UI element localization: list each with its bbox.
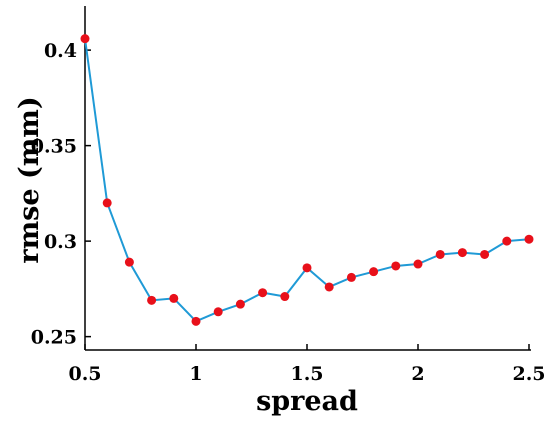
axes: [84, 6, 531, 351]
data-point: [191, 316, 201, 326]
series-line: [84, 38, 530, 323]
data-point: [369, 267, 379, 277]
x-tick-label: 0.5: [68, 363, 101, 385]
data-point: [502, 236, 512, 246]
data-point: [480, 249, 490, 259]
data-point: [413, 259, 423, 269]
y-tick-label: 0.3: [44, 231, 77, 253]
data-point: [213, 307, 223, 317]
y-ticks: 0.25 0.3 0.35 0.4: [31, 40, 91, 349]
x-tick-label: 1.5: [290, 363, 323, 385]
data-point: [324, 282, 334, 292]
data-point: [346, 272, 356, 282]
data-point: [102, 198, 112, 208]
data-point: [258, 288, 268, 298]
y-tick-label: 0.35: [31, 136, 77, 158]
x-tick-label: 2.5: [512, 363, 545, 385]
x-tick-label: 1: [189, 363, 202, 385]
data-point: [524, 234, 534, 244]
data-markers: [80, 34, 534, 326]
data-point: [391, 261, 401, 271]
data-point: [457, 248, 467, 258]
x-tick-label: 2: [411, 363, 424, 385]
data-point: [124, 257, 134, 267]
y-tick-label: 0.25: [31, 327, 77, 349]
data-point: [302, 263, 312, 273]
y-tick-label: 0.4: [44, 40, 77, 62]
y-axis-label: rmse (mm): [14, 96, 45, 263]
data-point: [80, 34, 90, 44]
data-point: [235, 299, 245, 309]
data-point: [169, 293, 179, 303]
x-ticks: 0.5 1 1.5 2 2.5: [68, 344, 546, 385]
data-point: [280, 292, 290, 302]
data-point: [435, 249, 445, 259]
data-point: [147, 295, 157, 305]
x-axis-label: spread: [256, 386, 358, 417]
